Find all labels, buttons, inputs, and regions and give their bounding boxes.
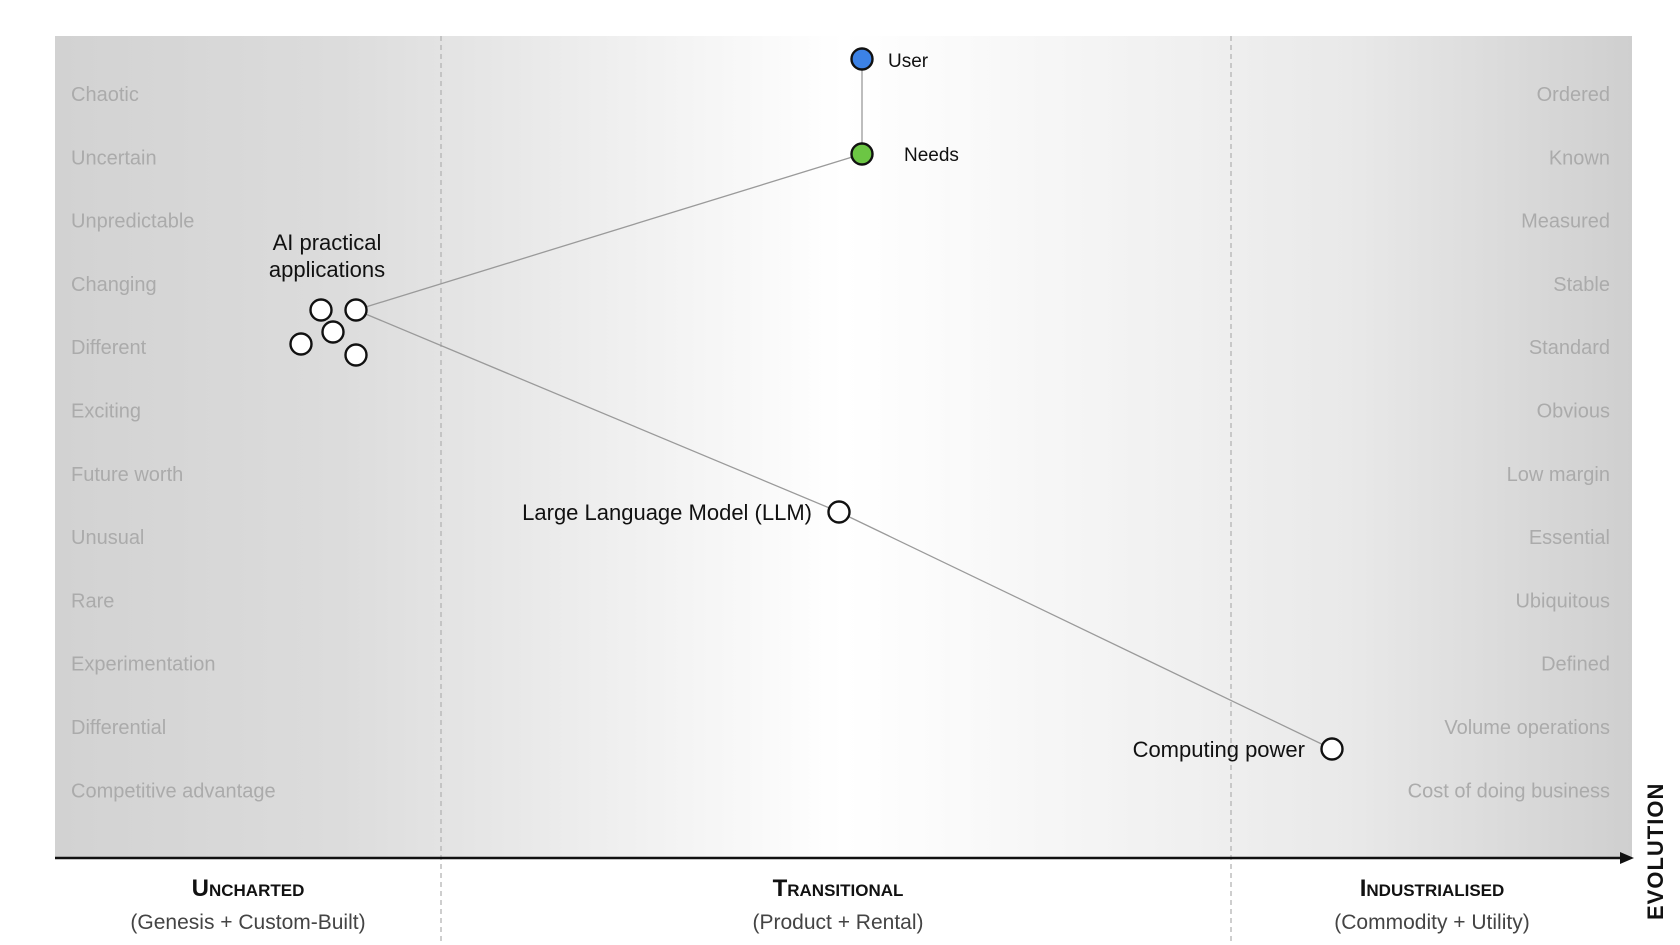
descriptor-left: Unpredictable (71, 211, 194, 233)
stage-subtitle-industrialised: (Commodity + Utility) (1334, 911, 1529, 934)
descriptor-right: Ubiquitous (1515, 590, 1610, 612)
ai-app-node[interactable] (309, 298, 333, 322)
descriptor-left: Rare (71, 590, 114, 612)
link-needs-ai-apps (355, 153, 863, 311)
stage-title-uncharted: Uncharted (192, 875, 305, 902)
link-ai-apps-llm (355, 309, 840, 513)
ai-app-node[interactable] (344, 298, 368, 322)
user-node[interactable] (850, 47, 874, 71)
descriptor-right: Standard (1529, 337, 1610, 359)
descriptor-right: Volume operations (1444, 717, 1610, 739)
ai-app-node[interactable] (344, 343, 368, 367)
descriptor-right: Measured (1521, 211, 1610, 233)
descriptor-left: Differential (71, 717, 166, 739)
needs-label: Needs (904, 145, 959, 166)
descriptor-column-left: Chaotic Uncertain Unpredictable Changing Dif… (71, 84, 276, 802)
computing-power-label: Computing power (1133, 737, 1305, 762)
descriptor-left: Unusual (71, 527, 144, 549)
descriptor-left: Future worth (71, 464, 183, 486)
ai-app-node[interactable] (321, 320, 345, 344)
map-background (55, 36, 1632, 858)
descriptor-right: Defined (1541, 654, 1610, 676)
stage-title-transitional: Transitional (773, 875, 904, 902)
descriptor-left: Different (71, 337, 147, 359)
stage-subtitle-uncharted: (Genesis + Custom-Built) (130, 911, 365, 934)
stage-subtitle-transitional: (Product + Rental) (753, 911, 924, 934)
descriptor-right: Stable (1553, 274, 1610, 296)
descriptor-left: Chaotic (71, 84, 139, 106)
ai-apps-label-line1: AI practical (273, 230, 382, 255)
computing-power-node[interactable] (1320, 737, 1344, 761)
descriptor-left: Competitive advantage (71, 780, 276, 802)
needs-node[interactable] (850, 142, 874, 166)
ai-apps-cluster[interactable] (289, 298, 368, 367)
descriptor-left: Changing (71, 274, 157, 296)
stage-title-industrialised: Industrialised (1360, 875, 1505, 902)
evolution-axis-label: EVOLUTION (1643, 783, 1668, 920)
descriptor-column-right: Ordered Known Measured Stable Standard Obviou… (1408, 84, 1610, 802)
descriptor-right: Cost of doing business (1408, 780, 1610, 802)
user-label: User (888, 51, 929, 72)
descriptor-right: Ordered (1537, 84, 1610, 106)
descriptor-right: Known (1549, 147, 1610, 169)
descriptor-left: Experimentation (71, 654, 216, 676)
descriptor-right: Obvious (1537, 401, 1610, 423)
ai-app-node[interactable] (289, 332, 313, 356)
descriptor-right: Essential (1529, 527, 1610, 549)
llm-label: Large Language Model (LLM) (522, 500, 812, 525)
ai-apps-label-line2: applications (269, 257, 385, 282)
llm-node[interactable] (827, 500, 851, 524)
evolution-axis-arrow (1620, 852, 1634, 864)
descriptor-left: Uncertain (71, 147, 157, 169)
descriptor-left: Exciting (71, 401, 141, 423)
descriptor-right: Low margin (1507, 464, 1610, 486)
link-llm-computing (838, 511, 1333, 750)
